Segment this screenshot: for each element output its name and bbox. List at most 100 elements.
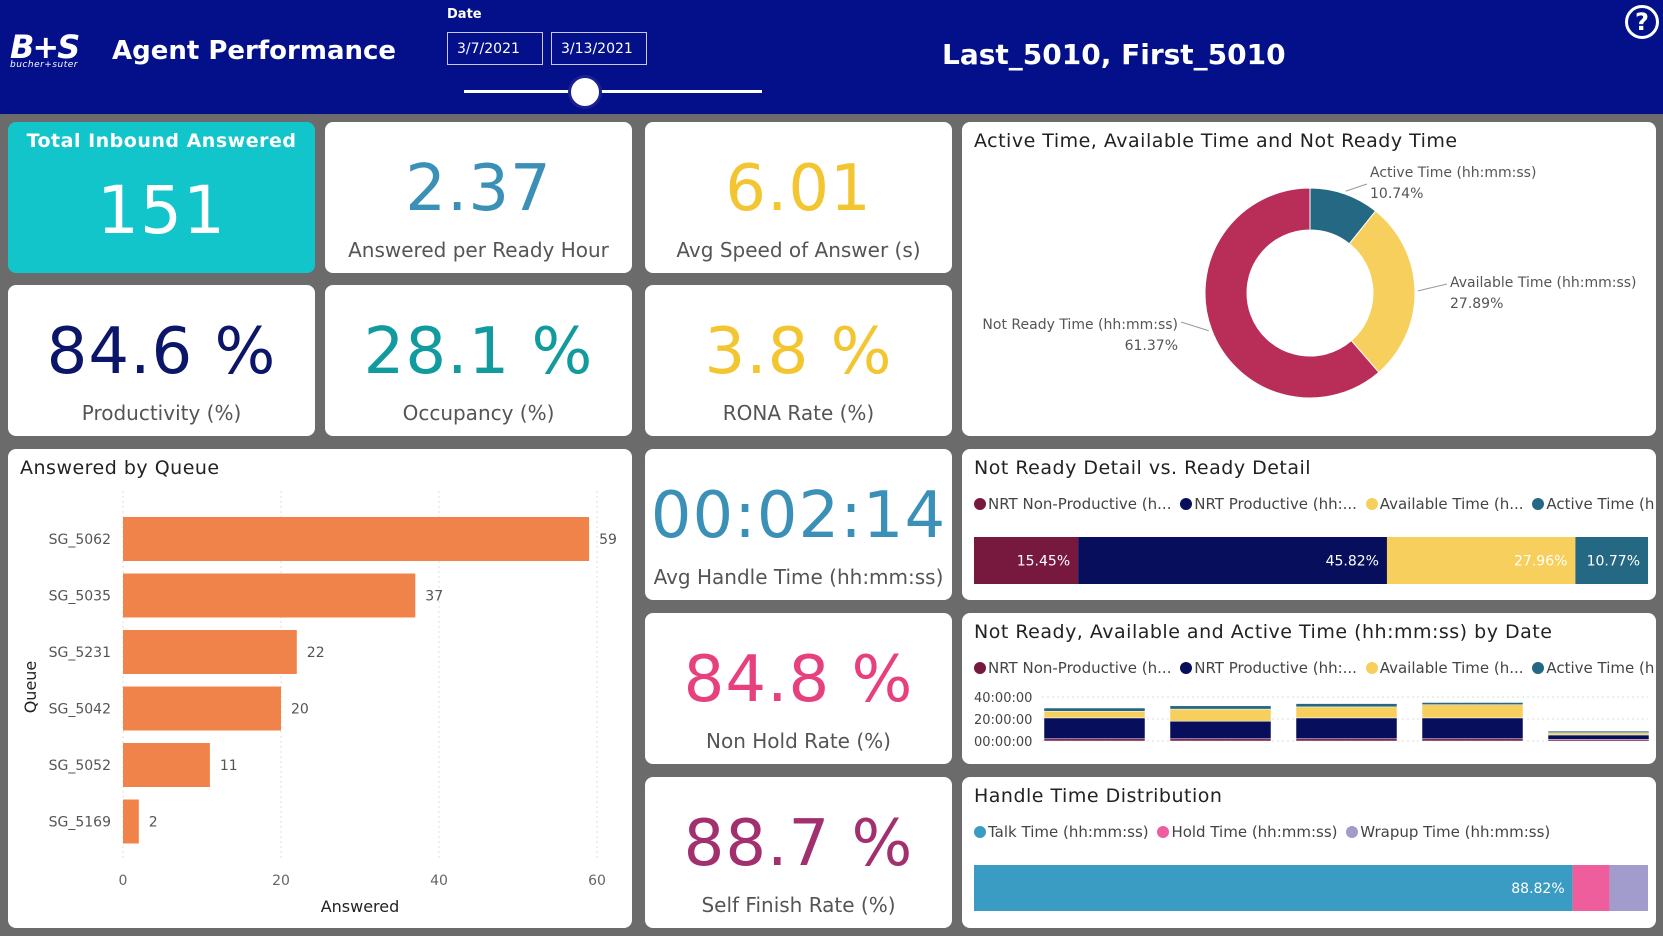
donut-leader-line <box>1180 321 1209 332</box>
chart-legend: Talk Time (hh:mm:ss) Hold Time (hh:mm:ss… <box>974 823 1554 841</box>
x-tick-label: 0 <box>119 873 128 889</box>
stacked-column-segment <box>1421 738 1524 742</box>
date-range-slider-handle[interactable] <box>568 75 602 109</box>
occupancy-card: 28.1 % Occupancy (%) <box>325 285 632 436</box>
stacked-column-segment <box>1547 730 1650 733</box>
not-ready-stacked-bar: 15.45% 45.82% 27.96% 10.77% <box>974 537 1648 584</box>
kpi-label: Avg Handle Time (hh:mm:ss) <box>653 565 944 589</box>
date-filter-label: Date <box>447 7 482 22</box>
legend-swatch <box>1532 662 1545 674</box>
donut-slice-label: Available Time (hh:mm:ss) <box>1450 275 1637 291</box>
queue-bar <box>123 743 210 787</box>
segment-value-label: 27.96% <box>1514 554 1567 570</box>
y-category-label: SG_5231 <box>49 645 111 661</box>
chart-title: Active Time, Available Time and Not Read… <box>974 130 1458 152</box>
stacked-segment <box>974 865 1573 911</box>
avg-handle-time-card: 00:02:14 Avg Handle Time (hh:mm:ss) <box>645 449 952 600</box>
rona-rate-card: 3.8 % RONA Rate (%) <box>645 285 952 436</box>
x-tick-label: 20 <box>272 873 290 889</box>
segment-value-label: 10.77% <box>1587 554 1640 570</box>
stacked-column-segment <box>1043 738 1146 742</box>
legend-item[interactable]: NRT Non-Productive (h... <box>974 659 1171 677</box>
legend-item[interactable]: NRT Productive (hh:... <box>1180 659 1357 677</box>
kpi-value: 84.8 % <box>683 643 914 717</box>
donut-leader-line <box>1345 183 1368 192</box>
queue-bar-chart: 0 20 40 60 SG_5062 59 SG_5035 37 SG_5231 22 SG_504… <box>21 491 617 916</box>
stacked-column-segment <box>1295 738 1398 742</box>
start-date-input[interactable]: 3/7/2021 <box>447 32 543 65</box>
legend-item[interactable]: Wrapup Time (hh:mm:ss) <box>1346 823 1550 841</box>
kpi-label: Total Inbound Answered <box>26 130 297 152</box>
legend-swatch <box>1180 662 1193 674</box>
queue-bar <box>123 573 416 618</box>
help-icon[interactable]: ? <box>1625 5 1659 39</box>
bar-value-label: 2 <box>149 815 158 831</box>
stacked-column-segment <box>1169 720 1272 740</box>
donut-slice-value: 27.89% <box>1450 296 1503 312</box>
legend-swatch <box>1346 826 1359 838</box>
stacked-column-segment <box>1043 707 1146 712</box>
kpi-value: 2.37 <box>405 152 552 226</box>
segment-value-label: 88.82% <box>1511 881 1564 897</box>
kpi-value: 28.1 % <box>363 315 594 389</box>
legend-item[interactable]: NRT Non-Productive (h... <box>974 495 1171 513</box>
productivity-card: 84.6 % Productivity (%) <box>8 285 315 436</box>
donut-slice <box>1204 187 1380 399</box>
chart-title: Not Ready, Available and Active Time (hh… <box>974 621 1553 643</box>
brand-logo: B+S bucher+suter <box>10 28 80 70</box>
stacked-column-segment <box>1169 705 1272 710</box>
self-finish-rate-card: 88.7 % Self Finish Rate (%) <box>645 777 952 928</box>
stacked-column-segment <box>1169 738 1272 742</box>
legend-item[interactable]: Active Time (h... <box>1532 659 1656 677</box>
x-tick-label: 60 <box>588 873 606 889</box>
top-banner: B+S bucher+suter Agent Performance Date … <box>0 0 1663 114</box>
legend-item[interactable]: Hold Time (hh:mm:ss) <box>1157 823 1338 841</box>
bar-value-label: 20 <box>291 702 309 718</box>
stacked-column-segment <box>1295 706 1398 719</box>
chart-title: Answered by Queue <box>20 457 220 479</box>
stacked-segment <box>1572 865 1610 911</box>
end-date-input[interactable]: 3/13/2021 <box>551 32 647 65</box>
chart-title: Not Ready Detail vs. Ready Detail <box>974 457 1312 479</box>
agent-name: Last_5010, First_5010 <box>942 38 1286 71</box>
logo-mark: B+S <box>10 28 80 66</box>
non-hold-rate-card: 84.8 % Non Hold Rate (%) <box>645 613 952 764</box>
stacked-segment <box>974 537 1079 584</box>
date-range-slider-track[interactable] <box>464 90 762 93</box>
queue-bar <box>123 799 139 844</box>
kpi-label: Answered per Ready Hour <box>348 238 609 262</box>
legend-item[interactable]: Talk Time (hh:mm:ss) <box>974 823 1149 841</box>
stacked-column-segment <box>1421 702 1524 705</box>
handle-time-stacked-bar: 88.82% <box>974 865 1648 911</box>
donut-slice-label: Active Time (hh:mm:ss) <box>1370 165 1536 181</box>
donut-slice-value: 61.37% <box>1125 338 1178 354</box>
donut-slice <box>1348 210 1416 374</box>
legend-item[interactable]: NRT Productive (hh:... <box>1180 495 1357 513</box>
avg-speed-card: 6.01 Avg Speed of Answer (s) <box>645 122 952 273</box>
legend-swatch <box>1180 498 1193 510</box>
stacked-column-segment <box>1547 732 1650 736</box>
answered-per-hour-card: 2.37 Answered per Ready Hour <box>325 122 632 273</box>
legend-item[interactable]: Available Time (h... <box>1365 495 1524 513</box>
kpi-label: Self Finish Rate (%) <box>701 893 896 917</box>
bar-value-label: 22 <box>307 645 325 661</box>
queue-bar <box>123 517 590 561</box>
time-by-date-card: Not Ready, Available and Active Time (hh… <box>962 613 1656 764</box>
bar-value-label: 59 <box>599 532 617 548</box>
y-category-label: SG_5062 <box>49 532 111 548</box>
kpi-label: Avg Speed of Answer (s) <box>676 238 921 262</box>
bar-value-label: 37 <box>425 589 443 605</box>
legend-swatch <box>974 662 986 674</box>
y-category-label: SG_5042 <box>49 702 111 718</box>
legend-item[interactable]: Available Time (h... <box>1365 659 1524 677</box>
total-inbound-card: Total Inbound Answered 151 <box>8 122 315 273</box>
queue-bar <box>123 630 297 674</box>
kpi-value: 84.6 % <box>46 315 277 389</box>
y-category-label: SG_5035 <box>49 589 111 605</box>
y-tick-label: 20:00:00 <box>974 713 1032 728</box>
page-title: Agent Performance <box>112 36 397 66</box>
legend-item[interactable]: Active Time (h... <box>1532 495 1656 513</box>
stacked-segment <box>1575 537 1648 584</box>
legend-swatch <box>1365 498 1378 510</box>
y-tick-label: 40:00:00 <box>974 691 1032 706</box>
